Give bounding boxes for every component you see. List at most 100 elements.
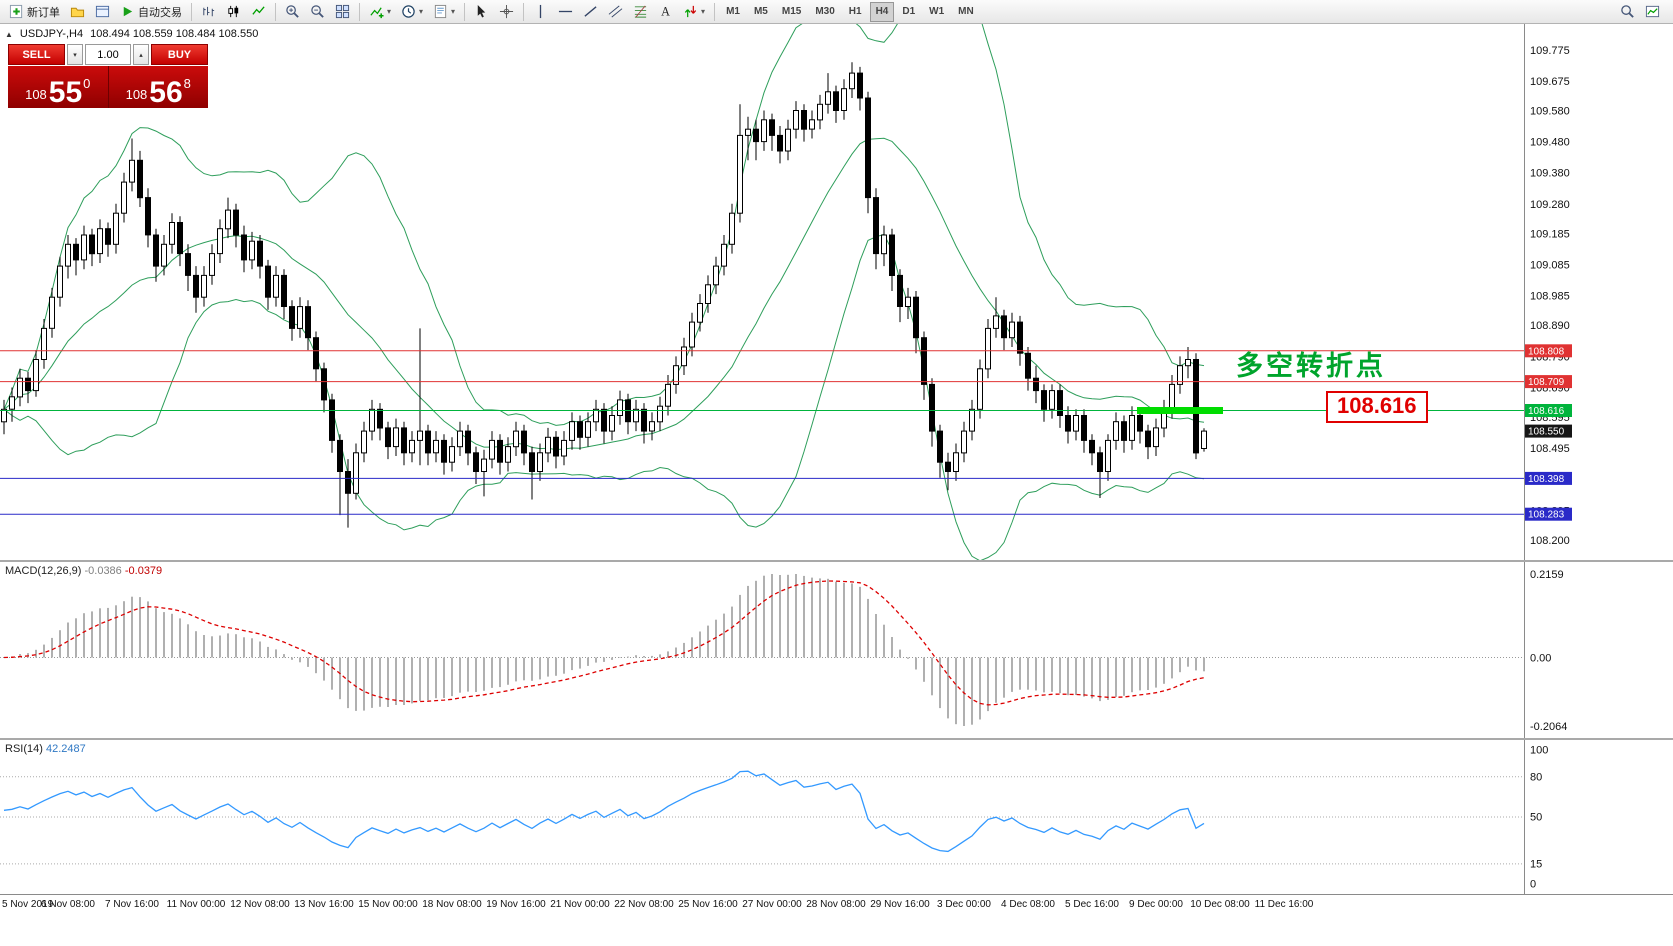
- candle-body: [241, 234, 247, 261]
- price-tag-text: 108.550: [1528, 427, 1565, 438]
- time-axis-label: 13 Nov 16:00: [294, 899, 354, 910]
- tf-h1-button[interactable]: H1: [843, 2, 868, 22]
- candle-body: [1129, 415, 1135, 441]
- macd-label: MACD(12,26,9) -0.0386 -0.0379: [5, 565, 162, 577]
- candlestick-chart-button[interactable]: [222, 2, 245, 22]
- price-axis-label: 109.675: [1530, 76, 1570, 88]
- bid-price[interactable]: 108 55 0: [8, 66, 108, 108]
- bar-chart-button[interactable]: [197, 2, 220, 22]
- auto-trading-button-label: 自动交易: [138, 6, 182, 19]
- arrows-button[interactable]: ▾: [679, 2, 709, 22]
- turning-point-annotation[interactable]: 多空转折点: [1236, 351, 1386, 381]
- candle-body: [121, 181, 127, 214]
- price-axis-labels: 109.775 109.675 109.580 109.480 109.380 109.2…: [1530, 45, 1570, 547]
- tf-h4-button[interactable]: H4: [869, 1, 895, 22]
- tf-m15-button[interactable]: M15: [776, 2, 807, 22]
- indicators-button[interactable]: ▾: [365, 2, 395, 22]
- tf-d1-button[interactable]: D1: [896, 2, 921, 22]
- fibonacci-icon: [633, 4, 648, 19]
- candle-body: [865, 97, 871, 199]
- price-axis-label: 109.185: [1530, 228, 1570, 240]
- candle-body: [1057, 390, 1063, 417]
- candle-body: [505, 446, 511, 463]
- price-axis-label: 109.775: [1530, 45, 1570, 57]
- buy-button[interactable]: BUY: [151, 44, 208, 65]
- candle-body: [737, 134, 743, 214]
- zoom-out-button[interactable]: [306, 2, 329, 22]
- candle-body: [977, 368, 983, 410]
- dropdown-arrow-icon: ▾: [387, 7, 392, 16]
- tf-w1-button-label: W1: [929, 6, 945, 17]
- charts-profile-button[interactable]: [66, 2, 89, 22]
- candle-body: [1089, 439, 1095, 454]
- channel-button[interactable]: [604, 2, 627, 22]
- ask-price[interactable]: 108 56 8: [107, 66, 209, 109]
- trendline-button[interactable]: [579, 2, 602, 22]
- tf-w1-button[interactable]: W1: [923, 2, 950, 22]
- candle-body: [129, 159, 135, 183]
- new-order-button-label: 新订单: [27, 6, 60, 19]
- candle-body: [401, 427, 407, 454]
- price-tags: 108.808 108.709 108.616 108.550 108.398 108.2…: [1525, 344, 1572, 521]
- price-callout[interactable]: 108.616: [1326, 391, 1428, 423]
- window-list-button[interactable]: [1641, 2, 1664, 22]
- play-icon: [120, 4, 135, 19]
- candle-body: [265, 265, 271, 298]
- candle-body: [41, 327, 47, 360]
- volume-input[interactable]: [85, 44, 131, 65]
- macd-chart: 0.2159 0.00 -0.2064: [0, 562, 1567, 738]
- tf-m1-button[interactable]: M1: [720, 2, 746, 22]
- tf-m5-button[interactable]: M5: [748, 2, 774, 22]
- candle-body: [65, 243, 71, 267]
- volume-decrease-button[interactable]: ▾: [67, 44, 83, 65]
- crosshair-button[interactable]: [495, 2, 518, 22]
- new-order-button[interactable]: 新订单: [5, 2, 64, 22]
- vertical-line-button[interactable]: [529, 2, 552, 22]
- candle-body: [105, 228, 111, 245]
- price-tag-text: 108.398: [1528, 474, 1565, 485]
- tf-mn-button[interactable]: MN: [952, 2, 980, 22]
- zoom-out-icon: [310, 4, 325, 19]
- candle-body: [1081, 415, 1087, 441]
- cursor-button[interactable]: [470, 2, 493, 22]
- candle-body: [817, 103, 823, 121]
- price-axis-label: 109.085: [1530, 260, 1570, 272]
- candle-body: [1137, 415, 1143, 432]
- ask-pipette: 8: [183, 76, 191, 91]
- auto-trading-button[interactable]: 自动交易: [116, 2, 186, 22]
- line-chart-button[interactable]: [247, 2, 270, 22]
- time-axis-label: 9 Dec 00:00: [1129, 899, 1183, 910]
- candle-body: [945, 461, 951, 473]
- text-button[interactable]: A: [654, 2, 677, 22]
- turning-point-highlight[interactable]: [1137, 407, 1223, 414]
- ask-big-digits: 56: [149, 75, 183, 109]
- sell-button[interactable]: SELL: [8, 44, 65, 65]
- data-window-button[interactable]: [91, 2, 114, 22]
- macd-axis-label: 0.2159: [1530, 569, 1564, 581]
- tf-m30-button[interactable]: M30: [809, 2, 840, 22]
- candle-body: [433, 439, 439, 454]
- templates-button[interactable]: ▾: [429, 2, 459, 22]
- crosshair-icon: [499, 4, 514, 19]
- candle-body: [1113, 421, 1119, 441]
- search-button[interactable]: [1616, 2, 1639, 22]
- price-tag-108.616: [1525, 404, 1572, 417]
- bollinger-middle-band: [3, 137, 1205, 451]
- candle-body: [1097, 452, 1103, 472]
- candle-body: [1073, 415, 1079, 432]
- chart-info: ▲ USDJPY-,H4 108.494 108.559 108.484 108…: [5, 28, 258, 40]
- candle-body: [1193, 359, 1199, 454]
- candle-body: [729, 212, 735, 245]
- zoom-in-button[interactable]: [281, 2, 304, 22]
- tile-windows-button[interactable]: [331, 2, 354, 22]
- volume-increase-button[interactable]: ▴: [133, 44, 149, 65]
- horizontal-line-button[interactable]: [554, 2, 577, 22]
- candle-body: [1185, 359, 1191, 367]
- candle-body: [137, 159, 143, 199]
- candle-body: [929, 383, 935, 432]
- fibonacci-button[interactable]: [629, 2, 652, 22]
- candle-body: [145, 197, 151, 236]
- candle-body: [1201, 430, 1207, 450]
- periods-button[interactable]: ▾: [397, 2, 427, 22]
